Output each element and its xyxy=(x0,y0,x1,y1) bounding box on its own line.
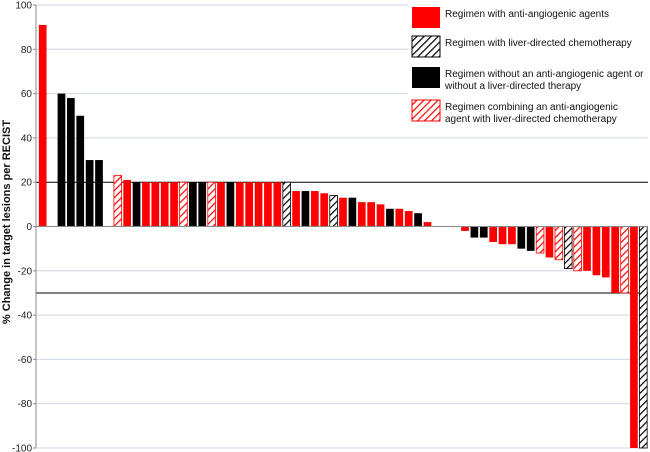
y-tick-label: 80 xyxy=(21,45,33,56)
bar-anti xyxy=(545,226,554,258)
bar-anti xyxy=(245,182,254,227)
bar-anti xyxy=(395,208,404,227)
bar-anti xyxy=(423,222,432,227)
legend-swatch-combo xyxy=(411,99,441,122)
bar-none xyxy=(386,208,394,227)
y-tick-label: -20 xyxy=(18,266,33,277)
bar-none xyxy=(301,191,310,227)
bar-none xyxy=(226,182,235,227)
y-tick-label: -60 xyxy=(18,355,33,366)
legend: Regimen with anti-angiogenic agents Regim… xyxy=(408,3,648,129)
bar-liver xyxy=(639,226,648,449)
bar-anti xyxy=(38,24,47,227)
bar-anti xyxy=(311,191,319,227)
bar-none xyxy=(67,98,75,227)
bar-anti xyxy=(292,191,300,227)
bar-combo xyxy=(554,226,564,261)
y-tick-label: -80 xyxy=(18,399,33,410)
bar-anti xyxy=(376,204,385,227)
legend-swatch-none xyxy=(412,67,440,88)
legend-label-none: Regimen without an anti-angiogenic agent… xyxy=(444,69,644,92)
bar-none xyxy=(479,226,488,238)
bar-anti xyxy=(630,226,638,448)
bar-anti xyxy=(273,182,282,227)
legend-label-liver: Regimen with liver-directed chemotherapy xyxy=(445,38,632,49)
bar-anti xyxy=(601,226,610,278)
bars xyxy=(38,24,648,449)
bar-combo xyxy=(207,181,216,227)
y-tick-labels: 100 80 60 40 20 0 -20 -40 -60 -80 -100 xyxy=(12,1,36,452)
bar-anti xyxy=(489,226,498,243)
bar-anti xyxy=(254,182,263,227)
bar-anti xyxy=(498,226,507,245)
bar-none xyxy=(132,182,141,227)
bar-none xyxy=(85,160,94,227)
bar-none xyxy=(470,226,479,238)
bar-anti xyxy=(611,226,620,293)
bar-liver xyxy=(563,226,573,269)
bar-combo xyxy=(535,226,545,254)
bar-anti xyxy=(320,193,329,227)
legend-swatch-anti xyxy=(412,7,440,28)
bar-anti xyxy=(583,226,591,271)
bar-none xyxy=(57,93,66,227)
bar-none xyxy=(517,226,526,249)
bar-combo xyxy=(573,226,582,272)
bar-anti xyxy=(170,182,178,227)
bar-anti xyxy=(592,226,601,276)
bar-anti xyxy=(367,202,376,227)
y-tick-label: 60 xyxy=(21,89,33,100)
legend-box xyxy=(408,3,648,129)
bar-anti xyxy=(508,226,516,245)
bar-liver xyxy=(329,195,338,227)
bar-anti xyxy=(217,182,225,227)
bar-liver xyxy=(282,181,291,227)
y-tick-label: 20 xyxy=(21,178,33,189)
y-tick-label: 100 xyxy=(15,1,32,12)
bar-anti xyxy=(404,211,413,227)
bar-anti xyxy=(461,226,469,231)
y-tick-label: -100 xyxy=(12,444,32,452)
bar-anti xyxy=(151,182,160,227)
legend-swatch-liver xyxy=(411,35,441,58)
bar-none xyxy=(76,115,85,227)
bar-none xyxy=(198,182,207,227)
bar-anti xyxy=(160,182,169,227)
bar-none xyxy=(414,213,422,227)
bar-anti xyxy=(339,197,347,227)
bar-none xyxy=(348,197,357,227)
bar-combo xyxy=(113,175,123,227)
y-axis-label: % Change in target lesions per RECIST xyxy=(1,120,13,324)
y-tick-label: 0 xyxy=(26,222,32,233)
bar-anti xyxy=(357,202,366,227)
bar-combo xyxy=(179,181,188,227)
bar-anti xyxy=(235,182,244,227)
legend-label-anti: Regimen with anti-angiogenic agents xyxy=(445,9,609,20)
bar-anti xyxy=(142,182,150,227)
bar-none xyxy=(95,160,103,227)
bar-none xyxy=(189,182,197,227)
gridlines xyxy=(36,4,648,449)
bar-anti xyxy=(123,179,132,227)
bar-none xyxy=(526,226,535,251)
y-tick-label: -40 xyxy=(18,311,33,322)
legend-label-combo: Regimen combining an anti-angiogenic agen… xyxy=(445,102,618,125)
bar-anti xyxy=(264,182,272,227)
y-tick-label: 40 xyxy=(21,133,33,144)
bar-combo xyxy=(620,226,629,294)
